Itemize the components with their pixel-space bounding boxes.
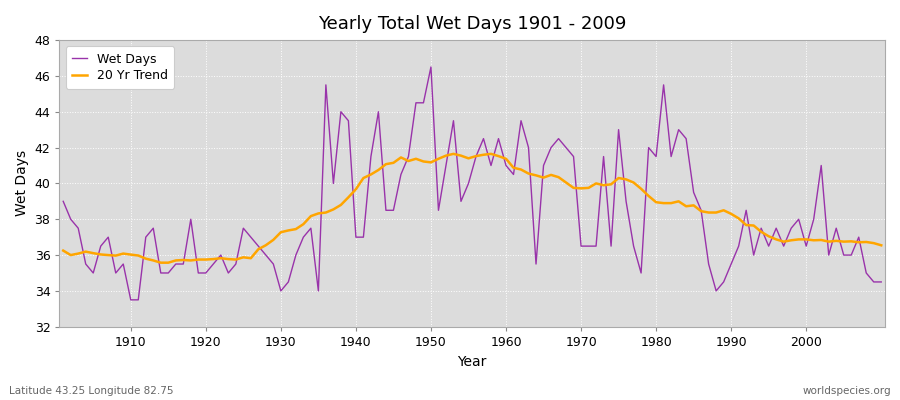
20 Yr Trend	[305, 214, 316, 218]
20 Yr Trend	[868, 241, 879, 246]
Text: Latitude 43.25 Longitude 82.75: Latitude 43.25 Longitude 82.75	[9, 386, 174, 396]
20 Yr Trend	[471, 154, 482, 158]
Wet Days	[426, 64, 436, 69]
20 Yr Trend	[651, 200, 661, 205]
Wet Days	[305, 226, 316, 230]
Wet Days	[125, 298, 136, 302]
20 Yr Trend	[156, 260, 166, 265]
20 Yr Trend	[58, 248, 68, 253]
Wet Days	[471, 154, 482, 159]
Text: worldspecies.org: worldspecies.org	[803, 386, 891, 396]
Wet Days	[651, 154, 661, 159]
Y-axis label: Wet Days: Wet Days	[15, 150, 29, 216]
20 Yr Trend	[448, 152, 459, 156]
20 Yr Trend	[838, 239, 849, 244]
X-axis label: Year: Year	[457, 355, 487, 369]
Wet Days	[838, 253, 849, 258]
Title: Yearly Total Wet Days 1901 - 2009: Yearly Total Wet Days 1901 - 2009	[318, 15, 626, 33]
20 Yr Trend	[441, 153, 452, 158]
Legend: Wet Days, 20 Yr Trend: Wet Days, 20 Yr Trend	[66, 46, 175, 89]
Line: Wet Days: Wet Days	[63, 67, 881, 300]
Wet Days	[58, 199, 68, 204]
Wet Days	[868, 280, 879, 284]
Wet Days	[448, 118, 459, 123]
20 Yr Trend	[876, 243, 886, 248]
Wet Days	[876, 280, 886, 284]
Line: 20 Yr Trend: 20 Yr Trend	[63, 154, 881, 263]
